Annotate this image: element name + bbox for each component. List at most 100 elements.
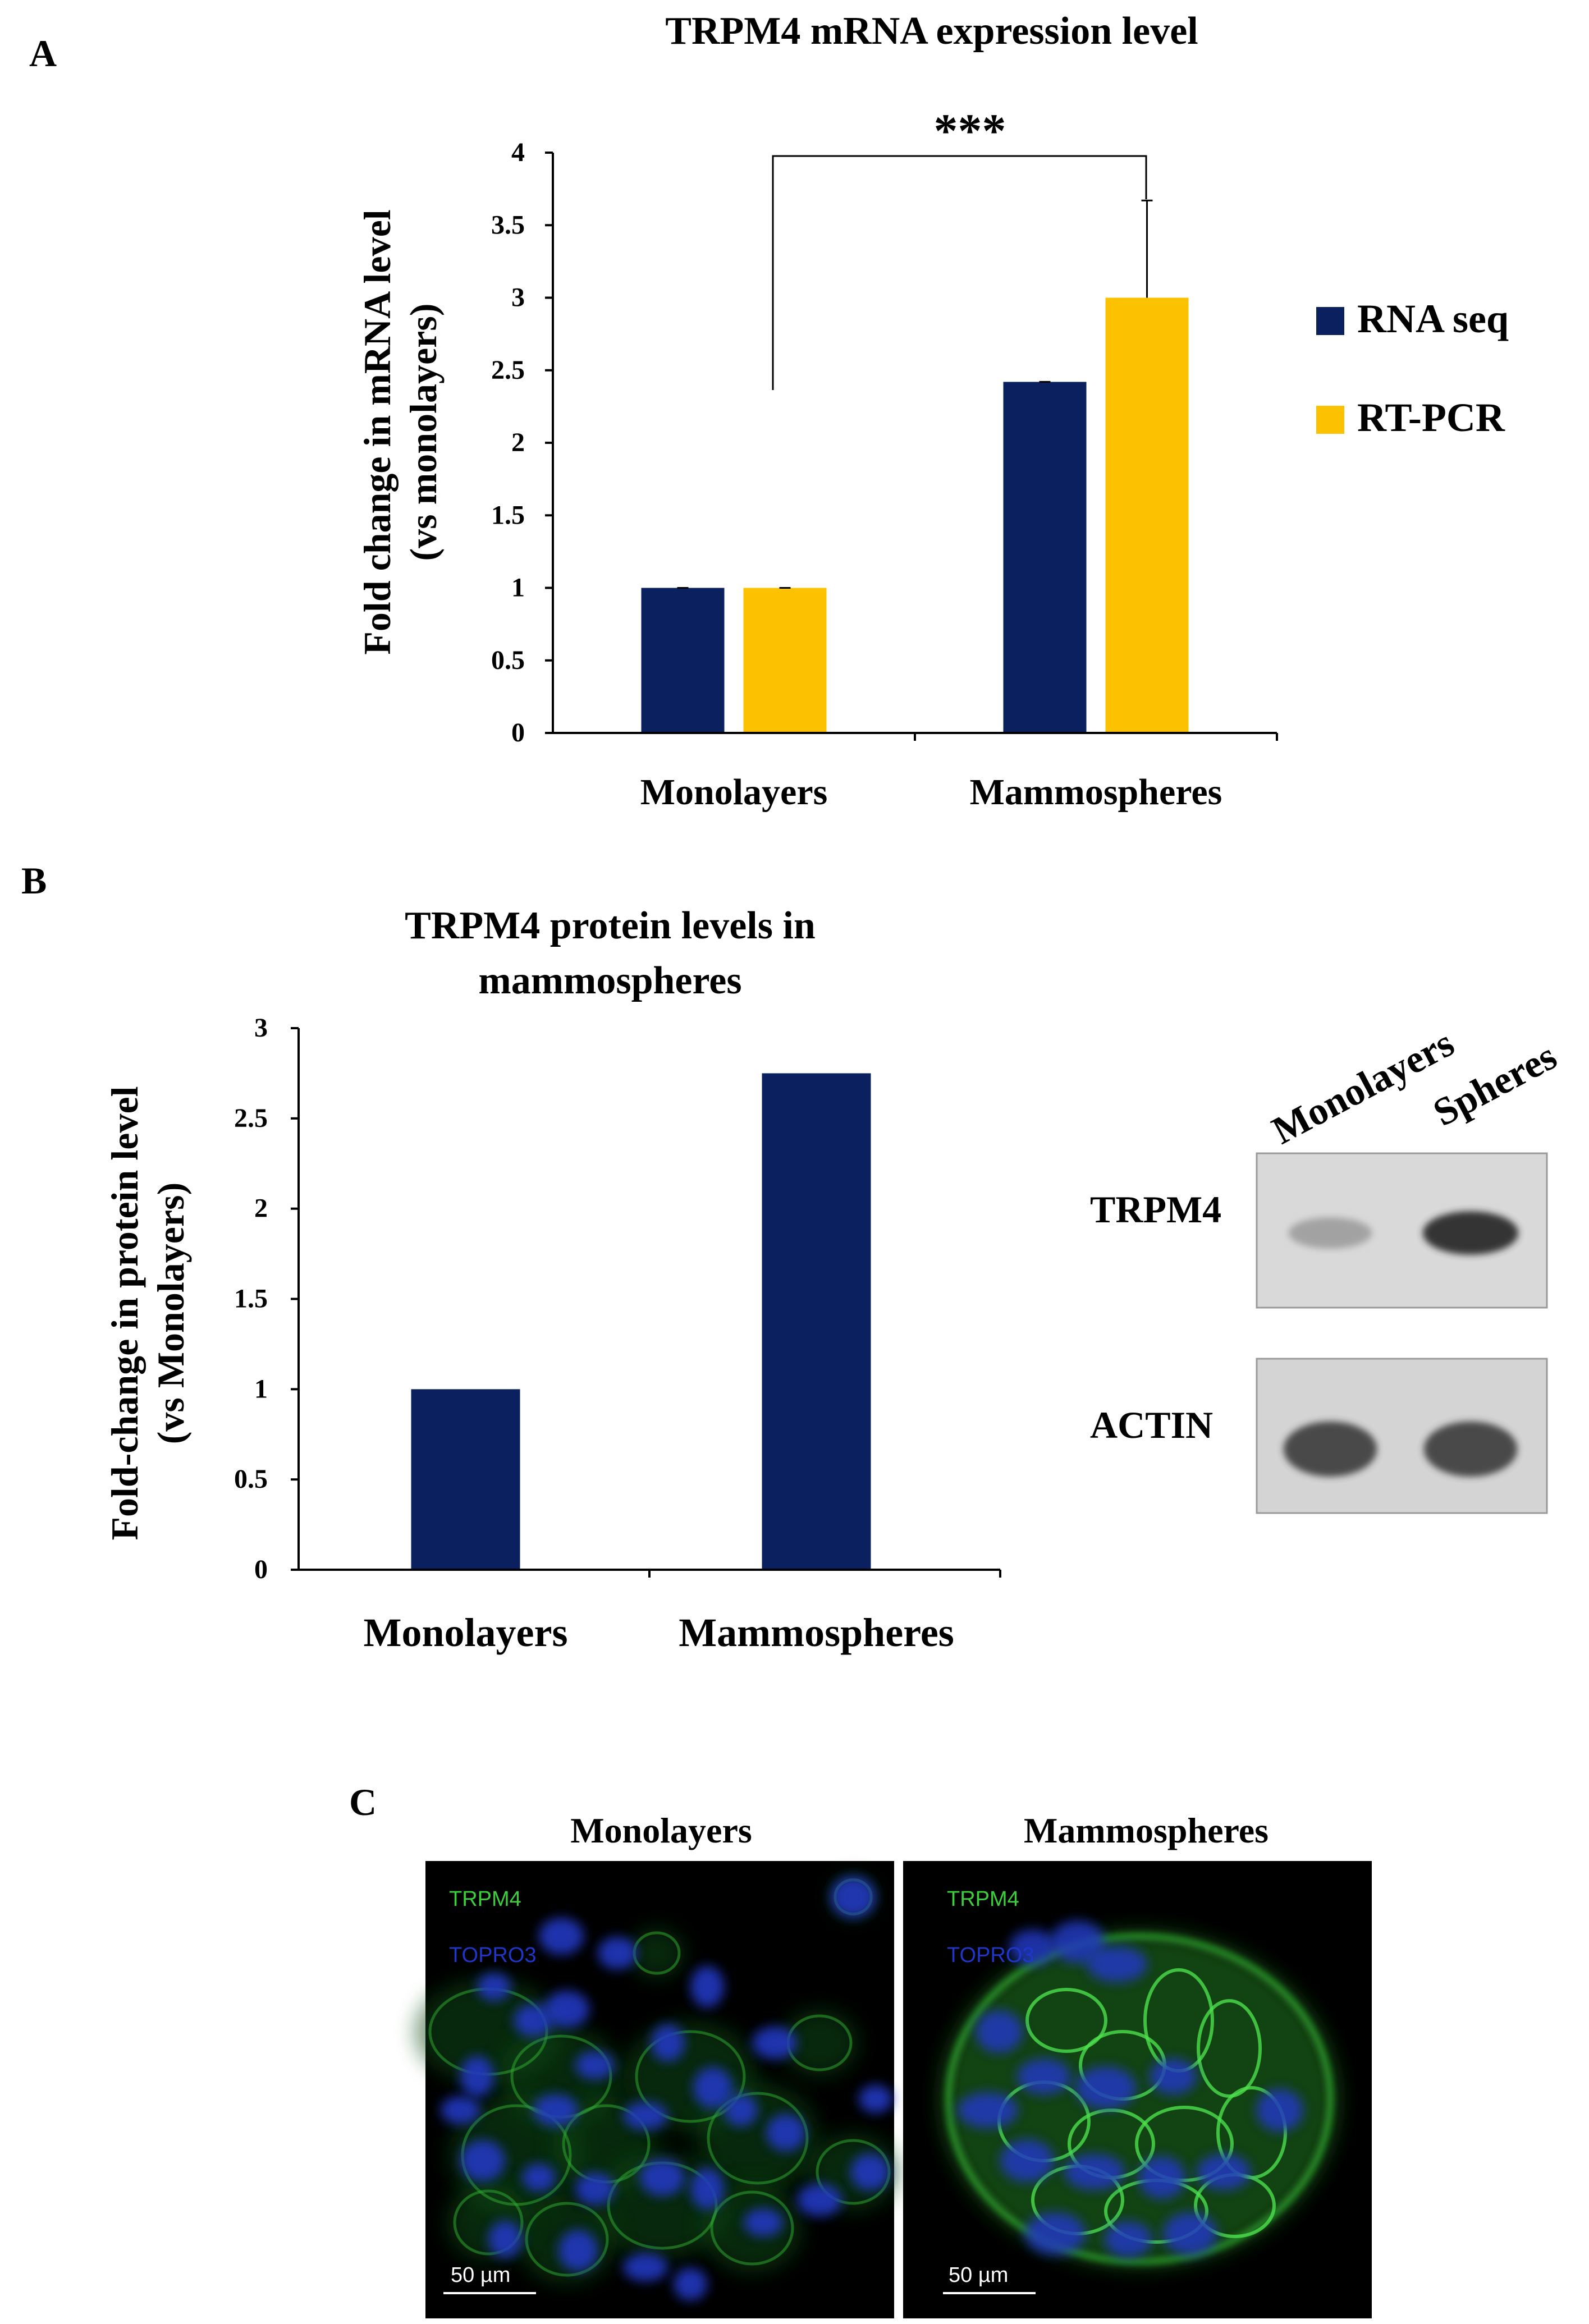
- y-tick-label: 0: [254, 1555, 268, 1584]
- cell-nucleus: [623, 2253, 668, 2281]
- bar-monolayers-0: [641, 588, 725, 733]
- significance-bracket: ***: [772, 104, 1147, 390]
- cell-membrane: [453, 2189, 524, 2256]
- cell-nucleus: [797, 2184, 842, 2216]
- chart-b-ylabel-line2: (vs Monolayers): [149, 1182, 192, 1444]
- cell-nucleus: [575, 2172, 615, 2205]
- blot-bands-actin: [1283, 1421, 1518, 1477]
- y-tick-label: 4: [511, 137, 525, 167]
- cell-nucleus: [1009, 1929, 1056, 1965]
- cell-nucleus: [558, 2230, 598, 2271]
- stain-label-trpm4: TRPM4: [449, 1887, 521, 1911]
- y-tick-label: 3: [511, 283, 525, 313]
- chart-b-y-axis: 0 0.5 1 1.5 2 2.5 3: [234, 1013, 299, 1584]
- x-tick-label-mammospheres: Mammospheres: [679, 1610, 954, 1655]
- chart-a-ylabel-line1: Fold change in mRNA level: [356, 209, 399, 654]
- cell-nucleus: [544, 1991, 589, 2028]
- scale-bar-label: 50 µm: [451, 2263, 510, 2287]
- y-tick-label: 1: [511, 573, 525, 603]
- cell-nucleus: [1051, 1920, 1105, 1963]
- cell-membrane: [710, 2190, 794, 2266]
- cell-nucleus: [724, 2094, 758, 2126]
- chart-b-ylabel-line1: Fold-change in protein level: [103, 1086, 146, 1540]
- cell-nucleus: [575, 2051, 615, 2079]
- cell-nucleus: [690, 1966, 724, 2007]
- y-tick-label: 0: [511, 718, 525, 748]
- stain-label-trpm4: TRPM4: [947, 1887, 1019, 1911]
- cell-nucleus: [752, 2027, 797, 2059]
- panel-b: B TRPM4 protein levels in mammospheres F…: [21, 859, 1564, 1655]
- chart-a-error-bars: [677, 199, 1153, 589]
- blot-band: [1422, 1211, 1519, 1255]
- y-tick-label: 0.5: [234, 1464, 268, 1494]
- chart-a-bars: [641, 297, 1189, 733]
- cell-cytoplasm: [780, 2009, 859, 2077]
- legend-label-rna-seq: RNA seq: [1357, 296, 1509, 341]
- bar-mammospheres: [762, 1073, 871, 1570]
- chart-b-bars: [411, 1073, 871, 1570]
- cell-nucleus: [623, 2102, 668, 2130]
- y-tick-label: 1.5: [234, 1284, 268, 1314]
- panel-a: A TRPM4 mRNA expression level Fold chang…: [29, 10, 1509, 813]
- scale-bar-label: 50 µm: [949, 2263, 1008, 2287]
- sphere-outline: [946, 1933, 1333, 2265]
- cell-nucleus: [766, 2114, 805, 2151]
- cell-nucleus: [1000, 2139, 1054, 2182]
- x-tick-label-mammospheres: Mammospheres: [970, 772, 1222, 813]
- cell-nucleus: [539, 1918, 584, 1955]
- panel-c-letter: C: [349, 1781, 377, 1823]
- bar-mammospheres-0: [1003, 382, 1087, 733]
- cell-nucleus: [958, 2092, 1018, 2128]
- monolayer-cells: [415, 1876, 898, 2300]
- significance-marker: ***: [934, 104, 1006, 158]
- cell-membrane: [525, 2202, 609, 2277]
- cell-nucleus: [488, 2221, 522, 2258]
- blot-row-label-trpm4: TRPM4: [1090, 1188, 1221, 1231]
- x-tick-label-monolayers: Monolayers: [640, 772, 828, 813]
- chart-b-title-line2: mammospheres: [478, 959, 741, 1002]
- cell-membrane: [1197, 1999, 1262, 2098]
- blot-band: [1423, 1421, 1518, 1477]
- cell-nucleus: [1138, 2156, 1185, 2199]
- chart-b-x-labels: Monolayers Mammospheres: [364, 1610, 954, 1655]
- western-blot: Monolayers Spheres TRPM4 ACTIN: [1090, 1021, 1564, 1514]
- significance-line: [772, 155, 1147, 390]
- cell-nucleus: [1105, 2221, 1152, 2257]
- y-tick-label: 2.5: [491, 355, 525, 385]
- chart-b-ylabel: Fold-change in protein level (vs Monolay…: [103, 1086, 192, 1540]
- cell-nucleus: [1017, 2059, 1071, 2094]
- legend-label-rt-pcr: RT-PCR: [1357, 395, 1505, 440]
- cell-nucleus: [522, 2163, 556, 2192]
- mammosphere-cells: [940, 1920, 1339, 2267]
- cell-nucleus: [533, 2094, 578, 2126]
- panel-b-letter: B: [21, 859, 47, 902]
- cell-membrane: [1025, 1988, 1107, 2053]
- micro-title-monolayers: Monolayers: [570, 1810, 752, 1850]
- y-tick-label: 1.5: [491, 500, 525, 530]
- blot-bands-trpm4: [1288, 1211, 1519, 1255]
- cell-nucleus: [690, 2168, 724, 2210]
- cell-cytoplasm: [629, 1928, 685, 1978]
- bar-mammospheres-1: [1105, 297, 1189, 733]
- legend-swatch-rt-pcr: [1316, 406, 1344, 434]
- cell-nucleus: [640, 2159, 685, 2196]
- stain-label-topro3: TOPRO3: [947, 1943, 1034, 1967]
- cell-nucleus: [831, 1876, 876, 1918]
- blot-band: [1283, 1421, 1377, 1477]
- cell-nucleus: [1256, 2089, 1303, 2132]
- legend-swatch-rna-seq: [1316, 307, 1344, 335]
- cell-nucleus: [1150, 2059, 1197, 2094]
- cell-nucleus: [859, 2085, 892, 2113]
- chart-a-title: TRPM4 mRNA expression level: [665, 10, 1198, 53]
- cell-nucleus: [1064, 2154, 1125, 2190]
- panel-a-letter: A: [29, 32, 57, 75]
- cell-nucleus: [651, 2024, 685, 2061]
- chart-a-y-axis: 0 0.5 1 1.5 2 2.5 3 3.5 4: [491, 137, 553, 748]
- y-tick-label: 3: [254, 1013, 268, 1043]
- cell-nucleus: [1163, 2212, 1217, 2255]
- chart-a-x-labels: Monolayers Mammospheres: [640, 772, 1222, 813]
- stain-label-topro3: TOPRO3: [449, 1943, 537, 1967]
- cell-nucleus: [477, 1973, 511, 2001]
- cell-nucleus: [1087, 1946, 1147, 1982]
